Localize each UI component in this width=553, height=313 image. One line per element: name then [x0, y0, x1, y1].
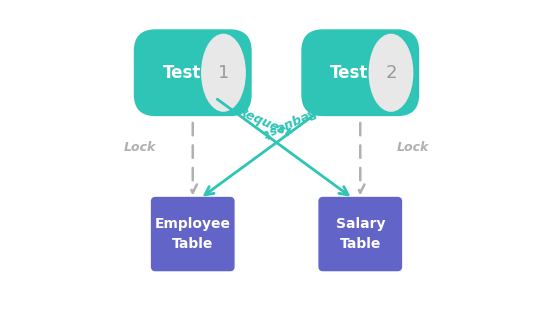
FancyBboxPatch shape [301, 29, 419, 116]
Text: Lock: Lock [397, 141, 429, 155]
FancyBboxPatch shape [151, 197, 234, 271]
FancyBboxPatch shape [134, 29, 252, 116]
Text: Request: Request [236, 105, 293, 140]
Text: 1: 1 [218, 64, 229, 82]
Text: Salary
Table: Salary Table [336, 217, 385, 251]
Text: Request: Request [260, 105, 317, 140]
Ellipse shape [202, 34, 245, 111]
Text: Test: Test [163, 64, 201, 82]
Text: Lock: Lock [124, 141, 156, 155]
Ellipse shape [369, 34, 413, 111]
Text: 2: 2 [385, 64, 397, 82]
FancyBboxPatch shape [319, 197, 402, 271]
Text: Test: Test [330, 64, 368, 82]
Text: Employee
Table: Employee Table [155, 217, 231, 251]
